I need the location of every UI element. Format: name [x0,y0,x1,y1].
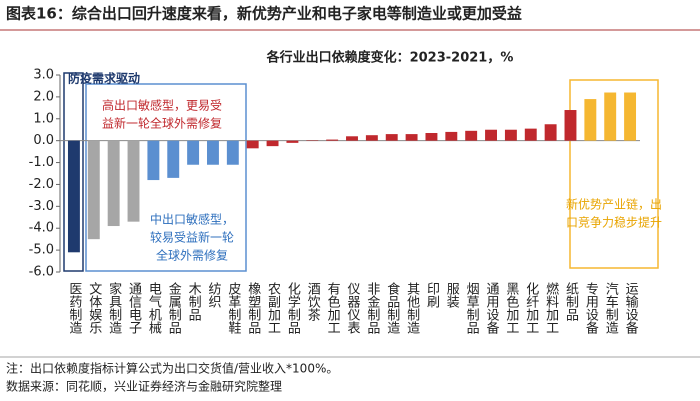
x-tick-label: 仪器仪表 [345,282,361,334]
bar [346,136,358,141]
x-tick-label: 燃料加工 [543,281,559,334]
bar [604,92,617,141]
bar [187,140,200,165]
x-tick-label: 通信电子 [126,282,142,334]
x-tick-label: 印刷 [424,282,440,308]
x-tick-label: 家具制造 [106,281,122,335]
bar [504,129,517,141]
y-tick-label: -4.0 [29,221,54,236]
chart-title: 各行业出口依赖度变化：2023-2021，% [266,50,514,66]
x-tick-label: 非金制品 [364,282,380,334]
bar [147,140,160,181]
bar [286,140,299,143]
y-tick-label: -1.0 [29,155,54,170]
x-tick-label: 化学制品 [285,282,301,334]
x-tick-label: 汽车制造 [603,282,619,335]
bar [624,92,637,141]
bar [107,140,120,227]
bar [584,99,597,141]
y-tick-label: -5.0 [29,243,54,258]
annotation: 全球外需修复 [156,248,228,263]
x-tick-label: 有色加工 [325,282,341,334]
bar [405,134,418,141]
x-tick-label: 木制品 [186,282,202,321]
bar [385,134,398,141]
bar [266,140,279,147]
x-tick-label: 服装 [444,282,460,308]
bar [445,131,458,141]
x-tick-label: 通用设备 [484,282,500,335]
y-tick-label: -6.0 [29,265,54,280]
footer-source: 数据来源：同花顺，兴业证券经济与金融研究院整理 [6,379,282,394]
bar [465,130,478,141]
bar [485,129,497,141]
x-tick-label: 烟草制品 [464,282,480,334]
group-box [63,72,84,272]
bar [524,128,537,141]
annotation: 新优势产业链，出 [566,197,662,212]
x-tick-label: 农副加工 [265,282,281,334]
y-tick-label: 3.0 [33,68,54,83]
x-tick-label: 化纤加工 [523,282,539,334]
bar [167,140,180,178]
header-title: 图表16：综合出口回升速度来看，新优势产业和电子家电等制造业或更加受益 [6,5,522,23]
bar [425,133,438,141]
group-box [85,83,247,272]
bar [67,140,80,253]
x-tick-label: 文体娱乐 [86,282,102,334]
bar [564,110,577,141]
annotation: 防疫需求驱动 [68,71,140,86]
x-tick-label: 金属制品 [166,281,182,334]
footer-note: 注：出口依赖度指标计算公式为出口交货值/营业收入*100%。 [6,361,338,376]
x-tick-label: 专用设备 [583,282,599,335]
x-tick-label: 医药制造 [66,282,82,335]
y-tick-label: -2.0 [29,177,54,192]
annotation: 高出口敏感型，更易受 [102,98,222,113]
annotation: 中出口敏感型， [150,212,234,227]
x-tick-label: 酒饮茶 [305,282,321,321]
bar [246,140,259,149]
bar [326,139,339,141]
x-tick-label: 黑色加工 [503,282,519,334]
x-tick-label: 橡塑制品 [245,282,260,334]
x-tick-label: 电气机械 [146,282,162,334]
bar [544,124,557,141]
annotation: 口竞争力稳步提升 [566,215,662,230]
group-box [569,79,659,269]
bar [207,140,219,165]
bar [127,140,140,222]
x-tick-label: 食品制造 [384,281,400,335]
x-tick-label: 皮革制鞋 [225,282,241,334]
y-tick-label: 2.0 [33,89,54,104]
y-tick-label: 1.0 [33,111,54,126]
annotation: 益新一轮全球外需修复 [102,116,222,131]
bar [87,140,100,240]
bar [365,135,378,141]
bar [226,140,239,165]
y-tick-label: 0.0 [33,133,54,148]
x-tick-label: 纺织 [205,282,221,308]
x-tick-label: 纸制品 [563,282,579,321]
y-tick-label: -3.0 [29,199,54,214]
x-tick-label: 运输设备 [623,282,639,335]
x-tick-label: 其他制造 [404,282,420,335]
annotation: 较易受益新一轮 [150,230,234,245]
